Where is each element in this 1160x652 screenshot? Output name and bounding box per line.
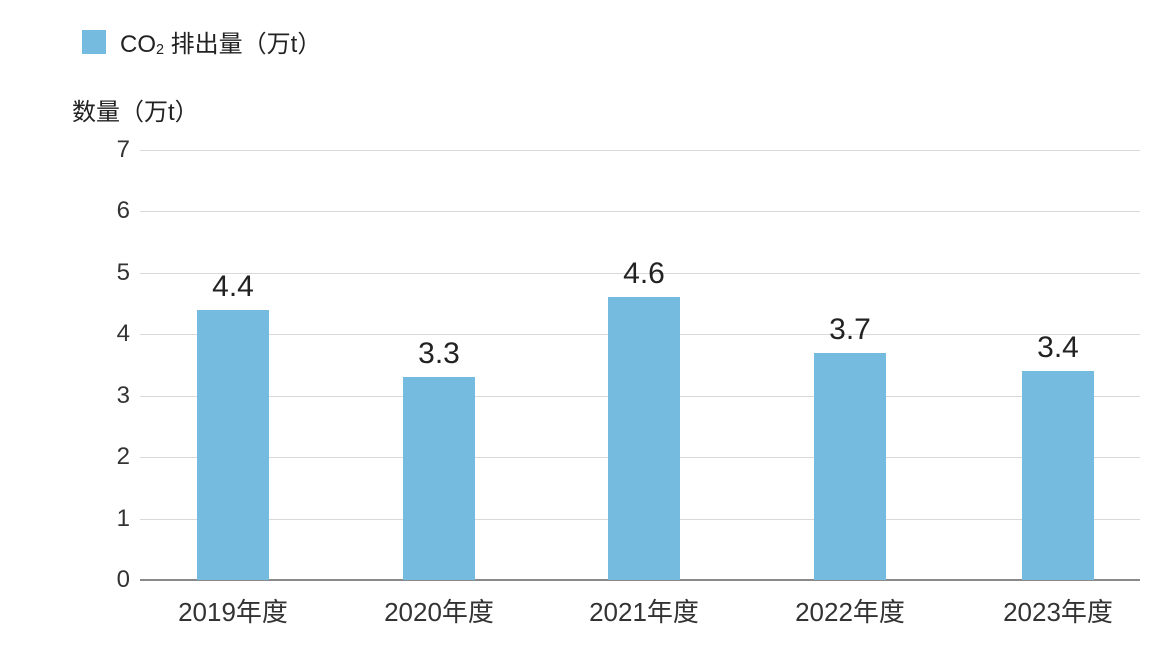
bar-value-label: 4.4	[212, 270, 254, 304]
co2-emissions-chart: CO2 排出量（万t） 数量（万t） 4.43.34.63.73.4 01234…	[0, 0, 1160, 652]
bar	[197, 310, 269, 580]
y-tick-label: 7	[90, 136, 130, 164]
x-tick-label: 2021年度	[589, 592, 699, 629]
legend: CO2 排出量（万t）	[82, 24, 321, 59]
bar-value-label: 3.3	[418, 337, 460, 371]
bar	[608, 297, 680, 580]
x-tick-label: 2022年度	[795, 592, 905, 629]
y-tick-label: 2	[90, 443, 130, 471]
bar	[403, 377, 475, 580]
legend-label: CO2 排出量（万t）	[120, 24, 321, 59]
y-tick-label: 4	[90, 320, 130, 348]
y-tick-label: 0	[90, 566, 130, 594]
bar-value-label: 4.6	[623, 257, 665, 291]
y-tick-label: 6	[90, 197, 130, 225]
bar-value-label: 3.7	[829, 313, 871, 347]
y-tick-label: 1	[90, 505, 130, 533]
y-axis-title: 数量（万t）	[72, 92, 199, 127]
bar	[814, 353, 886, 580]
x-tick-label: 2019年度	[178, 592, 288, 629]
plot-area: 4.4 3.3 4.6 3.7 3.4	[140, 150, 1140, 580]
bar-value-label: 3.4	[1037, 331, 1079, 365]
y-tick-label: 5	[90, 259, 130, 287]
bars-layer: 4.4 3.3 4.6 3.7 3.4	[140, 150, 1140, 580]
x-tick-label: 2023年度	[1003, 592, 1113, 629]
bar	[1022, 371, 1094, 580]
legend-swatch	[82, 30, 106, 54]
x-tick-label: 2020年度	[384, 592, 494, 629]
y-tick-label: 3	[90, 382, 130, 410]
